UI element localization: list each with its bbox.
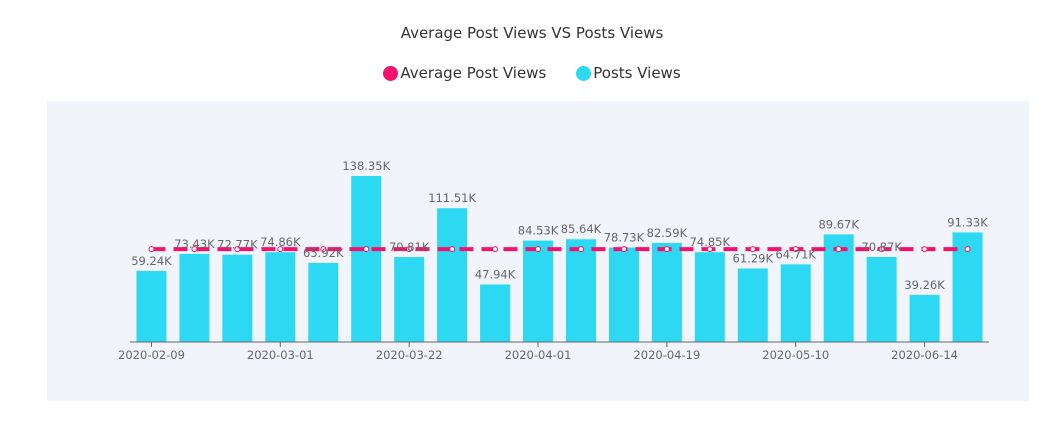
average-point-5[interactable]	[363, 246, 370, 253]
average-point-14[interactable]	[749, 246, 756, 253]
bar-label-6: 70.81K	[389, 240, 430, 254]
bar-label-9: 84.53K	[518, 224, 559, 238]
x-tick-label-5: 2020-05-10	[762, 348, 829, 362]
average-point-12[interactable]	[663, 246, 670, 253]
legend-item-posts-views[interactable]: Posts Views	[576, 64, 681, 82]
bar-15[interactable]	[780, 264, 811, 342]
average-point-0[interactable]	[148, 246, 155, 253]
legend-marker-posts	[576, 65, 592, 81]
average-point-11[interactable]	[620, 246, 627, 253]
bar-1[interactable]	[179, 253, 210, 342]
average-point-15[interactable]	[792, 246, 799, 253]
bar-label-12: 82.59K	[647, 226, 688, 240]
bar-13[interactable]	[694, 252, 725, 342]
bar-label-3: 74.86K	[260, 235, 301, 249]
bar-18[interactable]	[909, 294, 940, 342]
bar-label-18: 39.26K	[904, 278, 945, 292]
x-tick-label-0: 2020-02-09	[118, 348, 185, 362]
bar-4[interactable]	[308, 262, 339, 342]
average-point-16[interactable]	[835, 246, 842, 253]
legend-label-posts: Posts Views	[593, 64, 681, 82]
average-point-13[interactable]	[706, 246, 713, 253]
bar-10[interactable]	[565, 239, 596, 342]
average-point-18[interactable]	[921, 246, 928, 253]
x-tick-label-4: 2020-04-19	[633, 348, 700, 362]
average-point-10[interactable]	[577, 246, 584, 253]
bar-0[interactable]	[136, 270, 167, 342]
bar-5[interactable]	[351, 176, 382, 342]
average-point-1[interactable]	[191, 246, 198, 253]
bar-label-13: 74.85K	[690, 235, 731, 249]
bar-label-0: 59.24K	[131, 254, 172, 268]
bar-label-10: 85.64K	[561, 222, 602, 236]
bar-label-1: 73.43K	[174, 237, 215, 251]
average-point-9[interactable]	[535, 246, 542, 253]
bar-8[interactable]	[480, 284, 511, 342]
bar-11[interactable]	[608, 247, 639, 342]
legend-item-average-post-views[interactable]: Average Post Views	[383, 64, 546, 82]
x-tick-label-2: 2020-03-22	[376, 348, 443, 362]
bar-label-16: 89.67K	[818, 217, 859, 231]
average-point-3[interactable]	[277, 246, 284, 253]
average-point-4[interactable]	[320, 246, 327, 253]
average-point-19[interactable]	[964, 246, 971, 253]
bar-label-17: 70.87K	[861, 240, 902, 254]
bar-label-5: 138.35K	[342, 159, 390, 173]
x-tick-label-3: 2020-04-01	[505, 348, 572, 362]
average-point-7[interactable]	[449, 246, 456, 253]
average-point-8[interactable]	[492, 246, 499, 253]
bar-17[interactable]	[866, 256, 897, 342]
average-point-2[interactable]	[234, 246, 241, 253]
bar-6[interactable]	[394, 257, 425, 342]
bar-12[interactable]	[651, 242, 682, 342]
bar-label-19: 91.33K	[947, 215, 988, 229]
bar-14[interactable]	[737, 268, 768, 342]
bar-9[interactable]	[523, 240, 554, 342]
legend-marker-average	[383, 65, 399, 81]
bar-label-14: 61.29K	[733, 251, 774, 265]
bar-2[interactable]	[222, 254, 253, 342]
bar-3[interactable]	[265, 252, 296, 342]
bar-label-15: 64.71K	[775, 247, 816, 261]
average-point-6[interactable]	[406, 246, 413, 253]
x-tick-label-1: 2020-03-01	[247, 348, 314, 362]
bar-7[interactable]	[437, 208, 468, 342]
legend-label-average: Average Post Views	[400, 64, 547, 82]
bar-label-8: 47.94K	[475, 267, 516, 281]
bar-label-11: 78.73K	[604, 231, 645, 245]
legend: Average Post Views Posts Views	[0, 64, 1064, 82]
bar-label-4: 65.92K	[303, 246, 344, 260]
average-point-17[interactable]	[878, 246, 885, 253]
bar-16[interactable]	[823, 234, 854, 342]
chart-title: Average Post Views VS Posts Views	[400, 24, 664, 42]
bar-label-7: 111.51K	[428, 191, 476, 205]
bar-label-2: 72.77K	[217, 238, 258, 252]
x-tick-label-6: 2020-06-14	[891, 348, 958, 362]
